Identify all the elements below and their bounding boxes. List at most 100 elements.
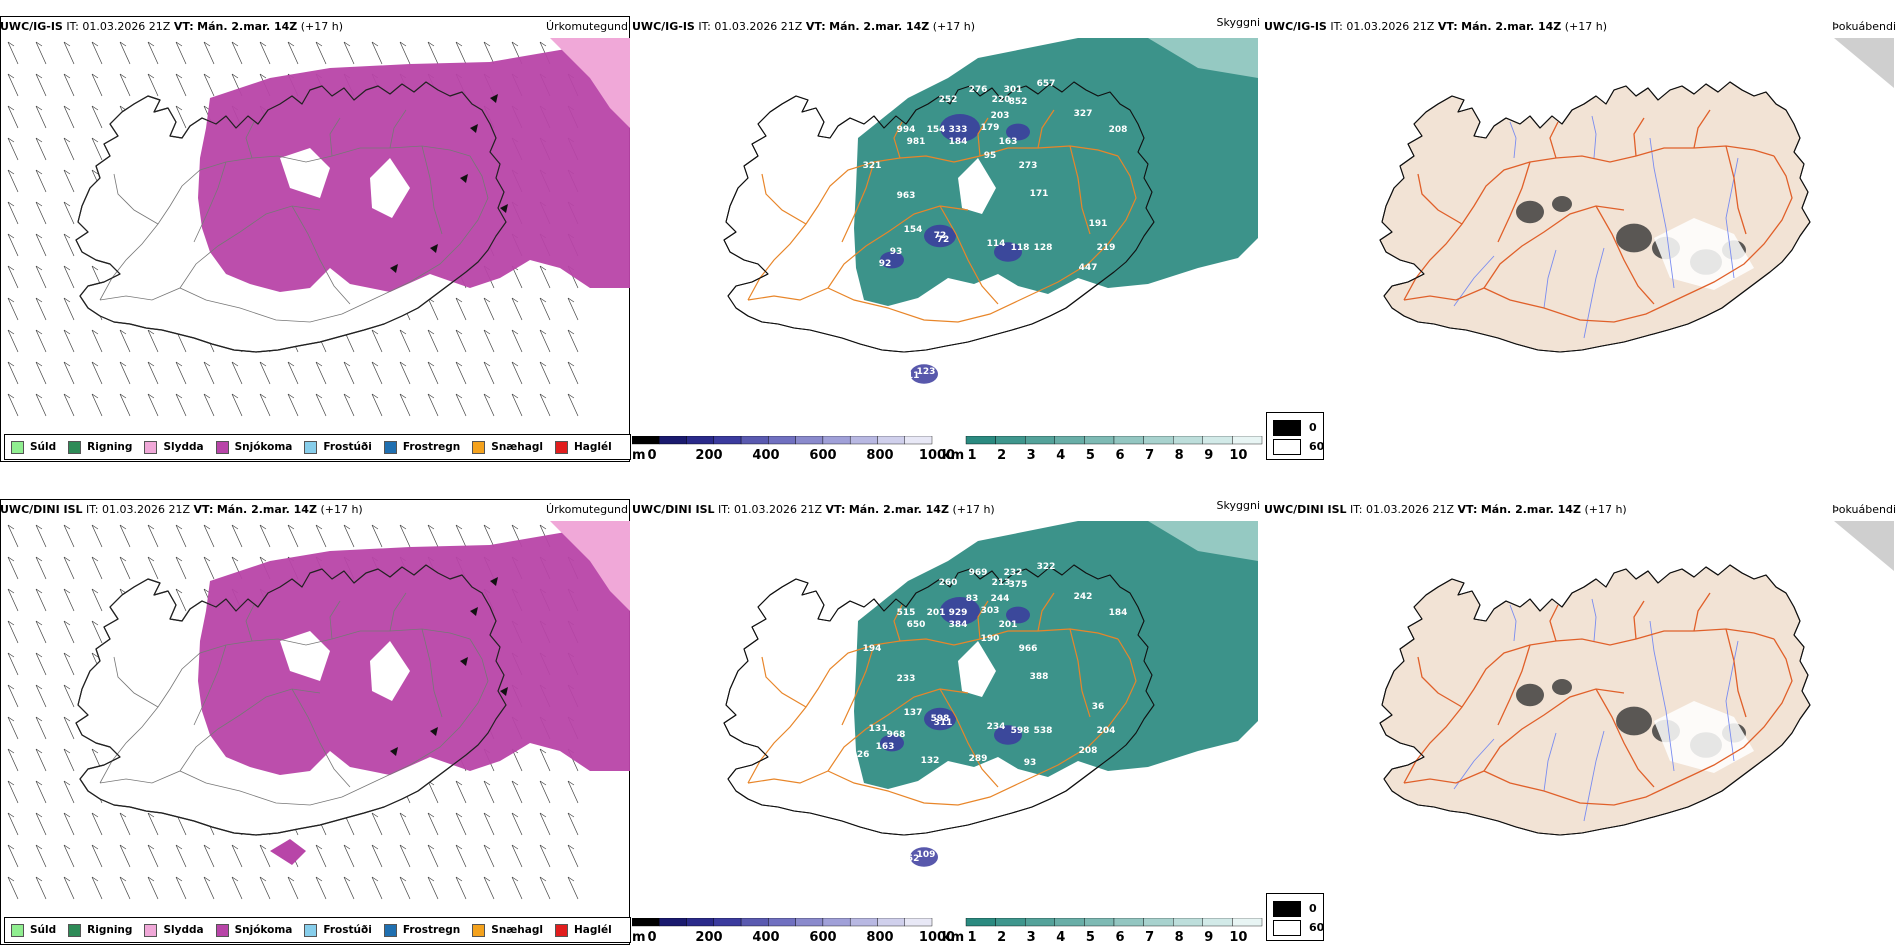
ceiling-swatch — [849, 436, 878, 445]
wind-barb — [371, 41, 383, 65]
ceiling-unit: m — [632, 448, 646, 463]
wind-barb — [175, 41, 187, 65]
sleet-area — [550, 521, 630, 611]
ceiling-swatch — [768, 436, 796, 445]
wind-barb — [455, 297, 467, 321]
cloud-base-label: 123 — [917, 367, 936, 377]
legend-label: Snæhagl — [491, 924, 543, 936]
cloud-base-label: 301 — [1004, 85, 1023, 95]
cloud-base-label: 191 — [1089, 219, 1108, 229]
wind-barb — [343, 41, 355, 65]
ceiling-swatch — [768, 918, 796, 927]
wind-barb — [315, 393, 327, 417]
panel-title: Úrkomutegund — [546, 20, 628, 33]
legend-swatch — [11, 440, 24, 454]
wind-barb — [315, 876, 327, 900]
legend-swatch — [304, 923, 318, 937]
wind-barb — [35, 652, 47, 676]
wind-barb — [35, 265, 47, 289]
wind-barb — [315, 41, 327, 65]
wind-barb — [483, 329, 495, 353]
wind-barb — [63, 748, 75, 772]
visibility-tick: 8 — [1174, 930, 1184, 945]
road-line — [245, 604, 255, 642]
wind-barb — [259, 876, 271, 900]
legend-item: Snjókoma — [215, 923, 292, 937]
road-line — [113, 173, 159, 225]
river-line — [1453, 738, 1495, 790]
wind-barb — [63, 716, 75, 740]
legend-item: Snæhagl — [472, 440, 543, 454]
legend-swatch — [11, 923, 24, 937]
wind-barb — [63, 844, 75, 868]
front-marker — [460, 657, 468, 666]
legend-item: Rigning — [68, 440, 132, 454]
river-line — [1453, 255, 1495, 307]
river-line — [1543, 249, 1557, 309]
legend-swatch — [215, 440, 229, 454]
cloud-base-label: 321 — [863, 161, 882, 171]
road-line — [1633, 117, 1645, 157]
cloud-base-label: 163 — [876, 742, 895, 752]
wind-barb — [567, 329, 579, 353]
precip-map — [7, 38, 630, 417]
wind-barb — [35, 297, 47, 321]
wind-barb — [7, 524, 19, 548]
low-ceiling-blob — [910, 364, 938, 384]
panel-title: Úrkomutegund — [546, 503, 628, 516]
wind-barb — [63, 201, 75, 225]
ceiling-swatch — [877, 436, 905, 445]
wind-barb — [63, 233, 75, 257]
iceland-outline — [1379, 564, 1811, 836]
wind-barb — [7, 73, 19, 97]
wind-barb — [35, 41, 47, 65]
wind-barb — [63, 329, 75, 353]
legend-label: Súld — [30, 924, 57, 936]
wind-barb — [371, 361, 383, 385]
road-line — [1725, 145, 1747, 235]
visibility-tick: 5 — [1085, 930, 1095, 945]
ceiling-swatch — [659, 918, 687, 927]
clear-patch — [370, 158, 410, 218]
wind-barb — [343, 393, 355, 417]
wind-barb — [63, 361, 75, 385]
wind-barb — [427, 393, 439, 417]
cloud-base-label: 201 — [927, 608, 946, 618]
road-line — [389, 109, 407, 149]
front-marker — [430, 244, 438, 253]
wind-barb — [203, 844, 215, 868]
visibility-panel: UWC/IG-IS IT: 01.03.2026 21Z VT: Mán. 2.… — [632, 0, 1264, 465]
wind-barb — [35, 201, 47, 225]
wind-barb — [427, 844, 439, 868]
cloud-base-label: 95 — [984, 151, 997, 161]
low-ceiling-blob — [1006, 606, 1030, 624]
panel-header: UWC/DINI ISL IT: 01.03.2026 21Z VT: Mán.… — [1264, 503, 1627, 516]
wind-barb — [539, 876, 551, 900]
road-line — [329, 117, 341, 157]
visibility-swatch — [1202, 918, 1233, 927]
front-marker — [390, 264, 398, 273]
fog-signal-area — [1834, 521, 1894, 571]
river-line — [1583, 730, 1605, 822]
ceiling-swatch — [822, 918, 851, 927]
road-line — [939, 688, 999, 788]
ceiling-colorbar-swatches — [632, 436, 933, 445]
fog-map — [1379, 521, 1894, 836]
cloud-base-label: 179 — [981, 123, 1000, 133]
fog-map — [1379, 38, 1894, 353]
wind-barb — [91, 137, 103, 161]
road-line — [1595, 205, 1655, 305]
ceiling-tick: 800 — [866, 448, 894, 463]
wind-barb — [175, 844, 187, 868]
precip-map — [7, 521, 630, 900]
wind-barb — [35, 780, 47, 804]
wind-barb — [231, 844, 243, 868]
wind-barb — [455, 844, 467, 868]
ceiling-unit: m — [632, 930, 646, 945]
cloud-base-label: 322 — [1037, 562, 1056, 572]
visibility-swatch — [1024, 436, 1055, 445]
wind-barb — [483, 524, 495, 548]
wind-barb — [147, 73, 159, 97]
